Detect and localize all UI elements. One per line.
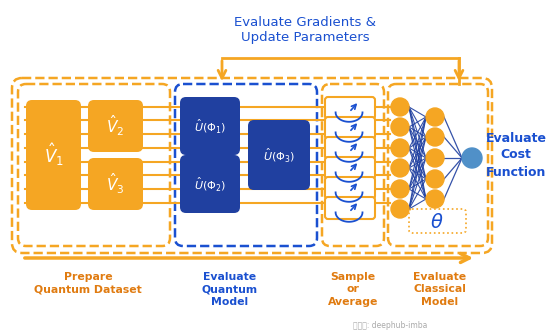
Text: Sample
or
Average: Sample or Average — [328, 272, 378, 307]
Text: $\hat{U}(\Phi_2)$: $\hat{U}(\Phi_2)$ — [194, 175, 226, 193]
FancyBboxPatch shape — [180, 97, 240, 155]
Text: $\hat{U}(\Phi_3)$: $\hat{U}(\Phi_3)$ — [263, 146, 295, 164]
Text: $\hat{V}_1$: $\hat{V}_1$ — [44, 142, 63, 168]
Circle shape — [426, 190, 444, 208]
FancyBboxPatch shape — [88, 100, 143, 152]
Circle shape — [391, 139, 409, 157]
Text: Evaluate
Classical
Model: Evaluate Classical Model — [413, 272, 466, 307]
FancyBboxPatch shape — [325, 177, 375, 199]
Circle shape — [426, 170, 444, 188]
FancyBboxPatch shape — [325, 137, 375, 159]
FancyBboxPatch shape — [180, 155, 240, 213]
Circle shape — [426, 128, 444, 146]
Text: Prepare
Quantum Dataset: Prepare Quantum Dataset — [34, 272, 142, 294]
Text: Evaluate Gradients &
Update Parameters: Evaluate Gradients & Update Parameters — [234, 16, 376, 45]
FancyBboxPatch shape — [88, 158, 143, 210]
FancyBboxPatch shape — [248, 120, 310, 190]
Text: $\hat{V}_2$: $\hat{V}_2$ — [106, 114, 125, 138]
FancyBboxPatch shape — [325, 197, 375, 219]
FancyBboxPatch shape — [325, 117, 375, 139]
Circle shape — [391, 118, 409, 136]
Text: $\theta$: $\theta$ — [430, 212, 444, 231]
Circle shape — [391, 98, 409, 116]
FancyBboxPatch shape — [325, 97, 375, 119]
Text: $\hat{U}(\Phi_1)$: $\hat{U}(\Phi_1)$ — [194, 117, 226, 135]
FancyBboxPatch shape — [26, 100, 81, 210]
Text: Evaluate
Quantum
Model: Evaluate Quantum Model — [202, 272, 258, 307]
Text: Evaluate
Cost
Function: Evaluate Cost Function — [486, 132, 547, 178]
Circle shape — [426, 149, 444, 167]
FancyBboxPatch shape — [325, 157, 375, 179]
Circle shape — [391, 159, 409, 177]
Text: 微信号: deephub-imba: 微信号: deephub-imba — [353, 320, 427, 329]
Circle shape — [426, 108, 444, 126]
Circle shape — [462, 148, 482, 168]
Circle shape — [391, 200, 409, 218]
Circle shape — [391, 180, 409, 198]
Text: $\hat{V}_3$: $\hat{V}_3$ — [106, 172, 125, 196]
